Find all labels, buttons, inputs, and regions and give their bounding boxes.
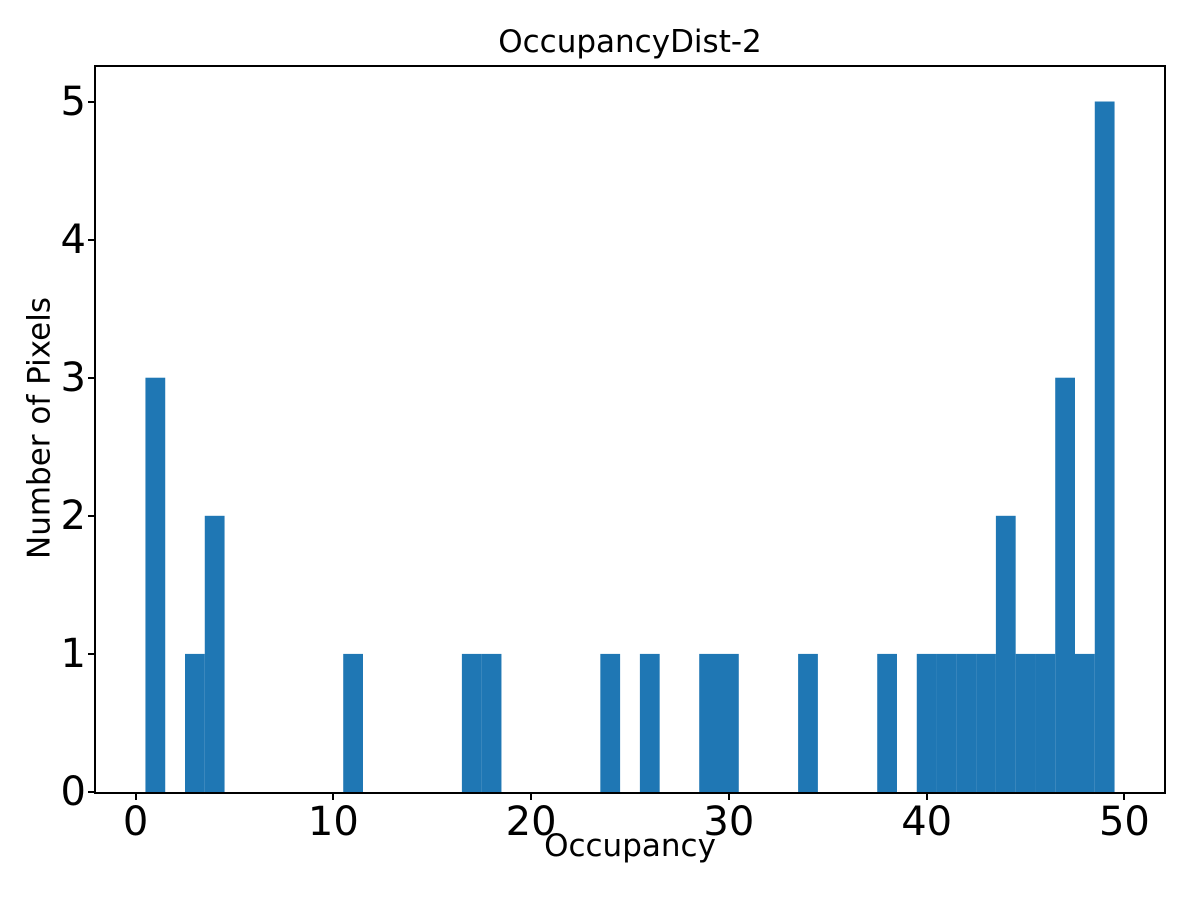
y-tick-mark [88,238,96,241]
chart-title: OccupancyDist-2 [498,24,762,60]
x-tick-label: 10 [307,799,359,845]
histogram-bar [343,653,363,792]
histogram-bar [976,653,996,792]
histogram-bar [461,653,482,792]
plot-area [94,65,1166,794]
x-tick-label: 0 [122,799,149,845]
y-tick-mark [88,100,96,103]
histogram-bar [1035,653,1056,792]
histogram-bar [956,653,977,792]
y-axis-label: Number of Pixels [21,297,58,559]
x-tick-label: 50 [1098,799,1150,845]
x-tick-mark [925,792,928,800]
y-tick-label: 5 [60,78,86,125]
histogram-bar [1094,101,1115,792]
x-tick-mark [530,792,533,800]
histogram-bar [916,653,937,792]
y-tick-label: 1 [60,630,86,677]
histogram-bar [185,653,205,792]
histogram-bar [798,653,818,792]
x-tick-mark [134,792,137,800]
histogram-bar [719,653,739,792]
histogram-bar [600,653,621,792]
x-tick-mark [332,792,335,800]
y-tick-label: 2 [60,492,86,539]
y-tick-mark [88,652,96,655]
histogram-bar [481,653,502,792]
x-tick-label: 40 [901,799,953,845]
histogram-bar [1055,377,1075,792]
y-tick-label: 0 [60,769,86,815]
x-tick-mark [1123,792,1126,800]
histogram-bar [1075,653,1095,792]
x-tick-mark [727,792,730,800]
histogram-bar [145,377,166,792]
y-tick-label: 4 [60,216,86,263]
histogram-bar [995,515,1016,792]
histogram-bars [145,101,1115,792]
histogram-bar [699,653,719,792]
y-tick-mark [88,791,96,793]
y-tick-mark [88,514,96,517]
y-tick-mark [88,376,96,379]
x-tick-label: 30 [703,799,755,845]
histogram-bar [639,653,660,792]
histogram-bar [1015,653,1036,792]
histogram-bar [936,653,957,792]
x-axis-label: Occupancy [544,828,716,864]
y-tick-label: 3 [60,354,86,401]
histogram-bar [204,515,225,792]
x-tick-label: 20 [505,799,557,845]
histogram-bar [877,653,897,792]
